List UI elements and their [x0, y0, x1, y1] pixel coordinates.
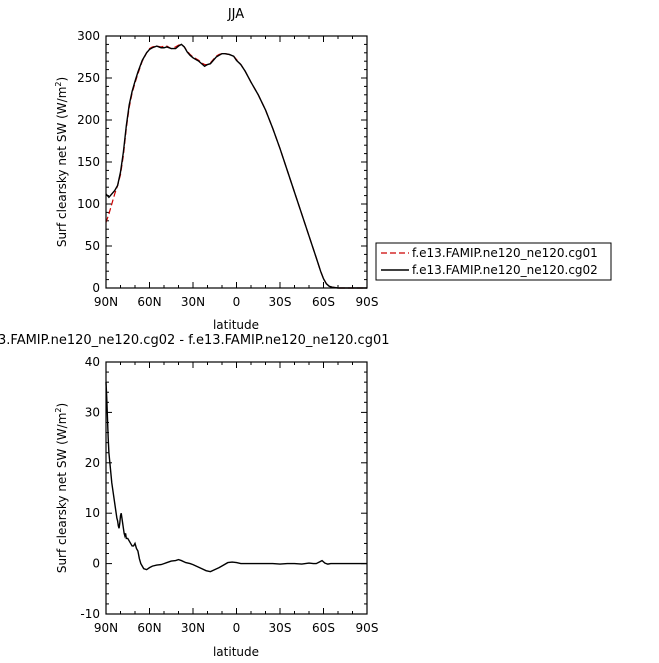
top-x-tick-label: 90N — [94, 295, 118, 309]
top-y-tick-label: 100 — [77, 197, 100, 211]
top-axis-ticks — [105, 35, 368, 289]
top-panel: JJA Surf clearsky net SW (W/m2) latitude… — [54, 7, 378, 332]
bottom-x-tick-label: 60S — [312, 621, 335, 635]
bottom-axis-tick-labels: -10 0 10 20 30 40 90N 60N 30N 0 30S 60S … — [80, 355, 378, 635]
bottom-chart-title: 3.FAMIP.ne120_ne120.cg02 - f.e13.FAMIP.n… — [0, 333, 390, 348]
bottom-axis-ticks — [105, 361, 368, 615]
series-line-cg01 — [105, 43, 367, 289]
bottom-y-axis-label: Surf clearsky net SW (W/m2) — [54, 403, 69, 573]
series-line-cg02 — [105, 43, 367, 289]
bottom-y-tick-label: 10 — [85, 506, 100, 520]
top-y-tick-label: 0 — [92, 281, 100, 295]
top-x-tick-label: 60N — [137, 295, 161, 309]
top-chart-title: JJA — [227, 7, 244, 22]
bottom-y-tick-label: -10 — [80, 607, 100, 621]
top-x-tick-label: 60S — [312, 295, 335, 309]
top-y-tick-label: 50 — [85, 239, 100, 253]
top-x-tick-label: 90S — [356, 295, 379, 309]
bottom-x-tick-label: 60N — [137, 621, 161, 635]
bottom-y-tick-label: 0 — [92, 557, 100, 571]
bottom-panel: 3.FAMIP.ne120_ne120.cg02 - f.e13.FAMIP.n… — [0, 333, 390, 659]
bottom-plot-frame — [105, 361, 368, 615]
bottom-x-tick-label: 30N — [181, 621, 205, 635]
legend: f.e13.FAMIP.ne120_ne120.cg01 f.e13.FAMIP… — [375, 242, 612, 281]
top-x-axis-label: latitude — [213, 318, 259, 332]
bottom-x-axis-label: latitude — [213, 645, 259, 659]
top-y-tick-label: 150 — [77, 155, 100, 169]
bottom-x-tick-label: 90S — [356, 621, 379, 635]
top-y-tick-label: 200 — [77, 113, 100, 127]
legend-box — [375, 242, 612, 281]
top-y-axis-label: Surf clearsky net SW (W/m2) — [54, 77, 69, 247]
legend-label-cg01: f.e13.FAMIP.ne120_ne120.cg01 — [412, 246, 598, 260]
bottom-y-tick-label: 20 — [85, 456, 100, 470]
top-axis-tick-labels: 0 50 100 150 200 250 300 90N 60N 30N 0 3… — [77, 29, 378, 309]
top-plot-frame — [105, 35, 368, 289]
bottom-y-tick-label: 40 — [85, 355, 100, 369]
top-x-tick-label: 30N — [181, 295, 205, 309]
bottom-x-tick-label: 30S — [269, 621, 292, 635]
top-x-tick-label: 0 — [233, 295, 241, 309]
legend-label-cg02: f.e13.FAMIP.ne120_ne120.cg02 — [412, 263, 598, 277]
bottom-y-tick-label: 30 — [85, 405, 100, 419]
top-y-tick-label: 300 — [77, 29, 100, 43]
bottom-x-tick-label: 90N — [94, 621, 118, 635]
top-x-tick-label: 30S — [269, 295, 292, 309]
difference-series-line — [105, 382, 367, 573]
bottom-x-tick-label: 0 — [233, 621, 241, 635]
top-y-tick-label: 250 — [77, 71, 100, 85]
